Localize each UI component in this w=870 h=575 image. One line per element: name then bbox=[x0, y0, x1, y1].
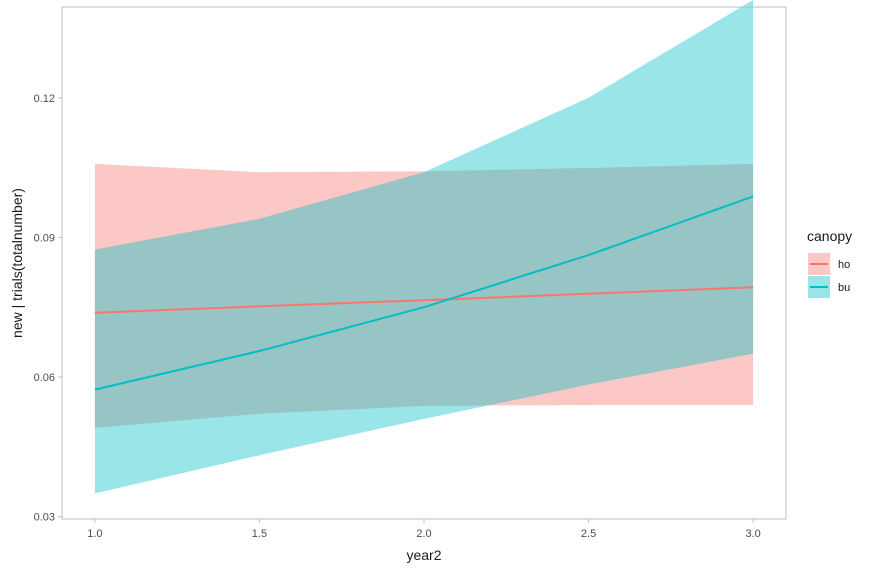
x-tick-label: 1.5 bbox=[252, 528, 267, 540]
ribbon-layer bbox=[94, 0, 754, 494]
x-axis-label: year2 bbox=[406, 547, 441, 563]
legend-title: canopy bbox=[807, 228, 852, 244]
y-tick-label: 0.09 bbox=[34, 232, 55, 244]
legend: canopy ho bu bbox=[807, 228, 852, 298]
series-line-bu bbox=[94, 195, 754, 391]
y-tick-label: 0.06 bbox=[34, 372, 55, 384]
x-tick-label: 3.0 bbox=[745, 528, 760, 540]
x-axis: 1.0 1.5 2.0 2.5 3.0 bbox=[87, 519, 761, 540]
y-axis-label: new | trials(totalnumber) bbox=[9, 188, 25, 338]
confidence-band-ho bbox=[94, 163, 754, 428]
x-tick-label: 2.5 bbox=[581, 528, 596, 540]
y-axis: 0.03 0.06 0.09 0.12 bbox=[34, 93, 62, 524]
x-tick-label: 1.0 bbox=[87, 528, 102, 540]
legend-label-ho: ho bbox=[838, 259, 850, 271]
y-tick-label: 0.12 bbox=[34, 93, 55, 105]
series-line-ho bbox=[94, 286, 754, 314]
legend-label-bu: bu bbox=[838, 282, 850, 294]
confidence-band-bu bbox=[94, 0, 754, 494]
line-layer bbox=[94, 195, 754, 391]
legend-items: ho bu bbox=[808, 253, 850, 298]
y-tick-label: 0.03 bbox=[34, 512, 55, 524]
x-tick-label: 2.0 bbox=[416, 528, 431, 540]
